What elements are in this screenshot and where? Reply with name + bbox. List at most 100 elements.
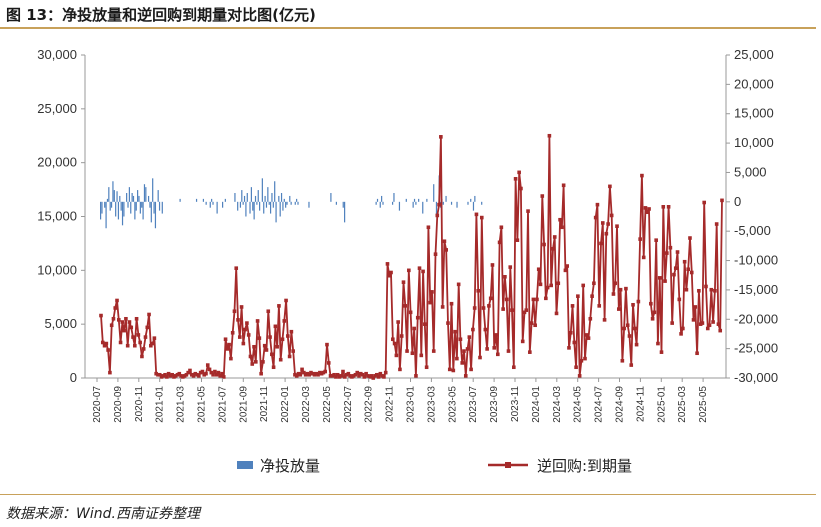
bar-mark xyxy=(100,201,102,220)
line-point xyxy=(649,301,653,306)
line-point xyxy=(170,372,174,377)
line-point xyxy=(490,263,495,267)
line-point xyxy=(481,306,486,310)
line-point xyxy=(682,259,687,264)
bar-mark xyxy=(222,201,224,208)
line-point xyxy=(718,328,723,333)
line-point xyxy=(668,245,673,250)
bar-mark xyxy=(253,201,255,220)
line-point xyxy=(325,342,329,347)
line-point xyxy=(213,369,217,374)
x-tick-label: 2025-03 xyxy=(677,386,688,423)
line-point xyxy=(465,347,470,351)
bar-mark xyxy=(157,190,159,202)
line-point xyxy=(631,302,635,307)
line-point xyxy=(533,323,537,328)
line-point xyxy=(643,206,648,210)
line-point xyxy=(467,335,472,339)
line-point xyxy=(462,349,466,353)
line-point xyxy=(563,268,568,273)
bar-mark xyxy=(211,198,213,202)
bar-mark xyxy=(470,198,472,202)
line-point xyxy=(654,238,658,242)
line-point xyxy=(259,371,263,376)
bar-mark xyxy=(381,195,383,202)
x-tick-label: 2025-05 xyxy=(698,386,709,423)
line-point xyxy=(357,374,361,378)
bar-mark xyxy=(282,201,284,211)
bar-mark xyxy=(132,195,135,202)
line-point xyxy=(702,200,707,205)
line-point xyxy=(688,236,692,240)
right-tick-label: 20,000 xyxy=(734,76,774,91)
line-point xyxy=(403,304,408,308)
line-point xyxy=(298,372,303,377)
line-point xyxy=(714,222,719,226)
line-point xyxy=(606,222,610,226)
line-point xyxy=(697,288,701,293)
bar-mark xyxy=(375,201,377,205)
bar-mark xyxy=(330,193,332,202)
line-point xyxy=(558,217,562,222)
legend-swatch-marker xyxy=(505,462,511,468)
bar-mark xyxy=(450,201,453,205)
line-point xyxy=(526,209,530,213)
bar-mark xyxy=(246,193,248,202)
line-point xyxy=(277,304,281,308)
line-point xyxy=(220,371,224,376)
line-point xyxy=(264,348,269,352)
line-point xyxy=(545,285,550,290)
line-point xyxy=(334,375,338,379)
line-point xyxy=(716,322,721,326)
line-point xyxy=(197,374,201,378)
x-tick-label: 2021-03 xyxy=(176,386,187,423)
line-point xyxy=(410,351,415,356)
bar-mark xyxy=(142,201,144,220)
bar-mark xyxy=(250,187,252,202)
line-point xyxy=(449,301,454,306)
line-point xyxy=(472,306,477,310)
line-point xyxy=(618,287,623,292)
line-point xyxy=(504,297,509,302)
line-point xyxy=(693,305,698,309)
line-point xyxy=(650,316,655,321)
line-point xyxy=(544,296,548,301)
line-series-group xyxy=(99,133,724,380)
line-point xyxy=(115,298,119,303)
bar-mark xyxy=(209,201,211,208)
legend: 净投放量 逆回购:到期量 xyxy=(237,457,632,475)
line-point xyxy=(291,349,295,353)
bar-mark xyxy=(391,201,394,205)
line-point xyxy=(444,248,448,252)
bar-mark xyxy=(278,195,280,202)
line-point xyxy=(273,324,278,329)
line-point xyxy=(531,297,536,302)
left-axis-ticks: 0 5,000 10,000 15,000 20,000 25,000 30,000 xyxy=(37,47,85,385)
line-point xyxy=(166,371,171,376)
line-point xyxy=(565,264,569,268)
line-point xyxy=(704,284,708,289)
x-tick-label: 2022-03 xyxy=(301,386,312,423)
line-point xyxy=(599,241,603,246)
line-point xyxy=(600,221,605,225)
bar-mark xyxy=(106,198,109,202)
line-point xyxy=(695,351,699,356)
line-point xyxy=(389,270,393,275)
bar-mark xyxy=(252,201,254,211)
bar-mark xyxy=(161,201,163,214)
line-point xyxy=(120,320,125,324)
line-point xyxy=(691,318,696,322)
line-point xyxy=(316,372,320,377)
line-point xyxy=(592,281,596,286)
line-point xyxy=(647,207,651,211)
line-point xyxy=(709,287,714,292)
line-point xyxy=(332,372,336,377)
bar-mark xyxy=(139,201,141,214)
line-point xyxy=(102,343,107,348)
bar-mark xyxy=(256,201,258,205)
line-point xyxy=(255,319,260,323)
line-point xyxy=(186,370,190,375)
line-point xyxy=(517,170,521,175)
line-point xyxy=(640,173,644,178)
x-tick-label: 2021-01 xyxy=(155,386,166,423)
